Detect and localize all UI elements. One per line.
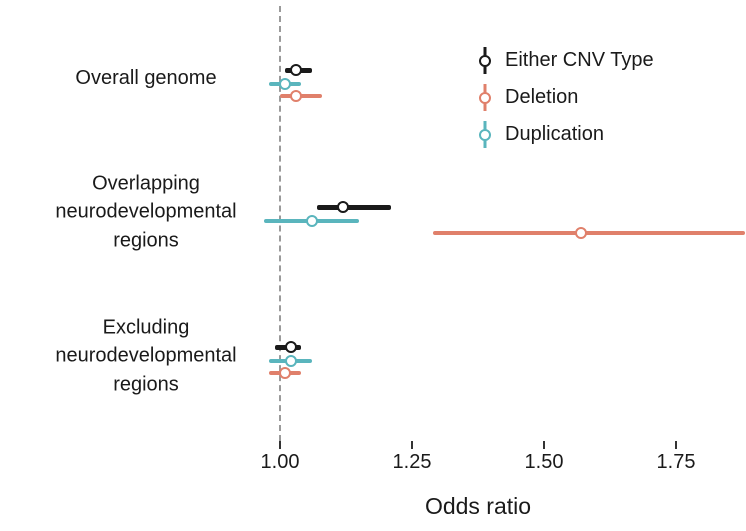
legend-label-either-cnv-type: Either CNV Type [505, 49, 654, 71]
point-estimate-marker [279, 78, 292, 90]
category-label-excluding-neurodevelopmental-regions: Excluding neurodevelopmental regions [55, 316, 237, 396]
point-estimate-marker [337, 201, 350, 213]
legend-item-duplication: Duplication [476, 116, 654, 153]
x-tick-label: 1.25 [392, 451, 432, 473]
pointrange-symbol-deletion-icon [476, 82, 494, 113]
reference-line [279, 6, 281, 441]
point-estimate-marker [574, 227, 587, 239]
x-tick-mark [411, 441, 413, 449]
category-label-overlapping-neurodevelopmental-regions: Overlapping neurodevelopmental regions [55, 172, 237, 252]
legend-circle [479, 91, 491, 104]
pointrange-symbol-either-icon [476, 45, 494, 76]
x-tick-mark [279, 441, 281, 449]
legend-circle [479, 128, 491, 141]
x-tick-label: 1.75 [656, 451, 696, 473]
x-tick-mark [675, 441, 677, 449]
x-tick-label: 1.50 [524, 451, 564, 473]
point-estimate-marker [289, 64, 302, 76]
point-estimate-marker [289, 90, 302, 102]
point-estimate-marker [279, 367, 292, 379]
x-tick-mark [543, 441, 545, 449]
category-label-overall-genome: Overall genome [75, 66, 217, 89]
legend: Either CNV Type Deletion Duplication [476, 42, 654, 153]
pointrange-symbol-duplication-icon [476, 119, 494, 150]
ci-range [433, 231, 745, 235]
x-tick-label: 1.00 [260, 451, 300, 473]
point-estimate-marker [305, 215, 318, 227]
legend-circle [479, 54, 491, 67]
ci-range [316, 204, 391, 210]
point-estimate-marker [284, 341, 297, 353]
legend-label-duplication: Duplication [505, 123, 604, 145]
legend-item-either-cnv-type: Either CNV Type [476, 42, 654, 79]
legend-label-deletion: Deletion [505, 86, 579, 108]
point-estimate-marker [284, 355, 297, 367]
x-axis-title: Odds ratio [424, 493, 532, 519]
legend-item-deletion: Deletion [476, 79, 654, 116]
